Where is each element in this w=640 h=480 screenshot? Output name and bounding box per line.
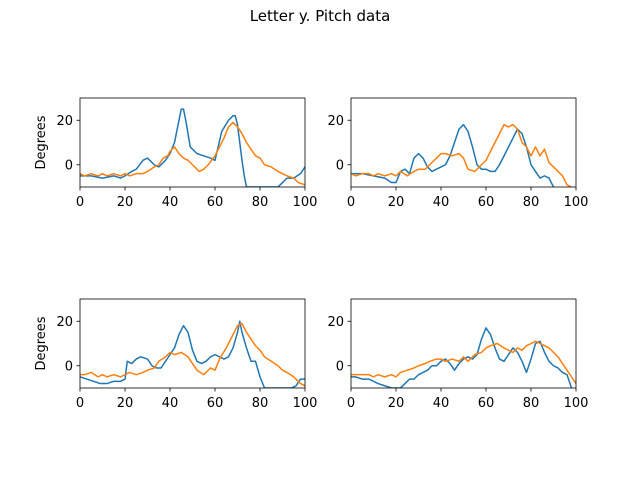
x-tick-label: 0 [76,195,84,210]
axes-frame [79,298,306,389]
y-tick-label: 20 [56,114,73,129]
figure-title: Letter y. Pitch data [250,7,391,25]
x-tick-label: 40 [433,396,450,411]
series-line-2 [80,322,305,387]
series-line-2 [351,340,576,384]
y-axis-label: Degrees [34,115,49,169]
x-tick-label: 0 [76,396,84,411]
y-tick-label: 0 [336,158,344,173]
x-tick-label: 80 [523,396,540,411]
y-tick-label: 0 [65,158,73,173]
x-tick-label: 100 [564,195,589,210]
x-tick-label: 0 [347,396,355,411]
subplot-1: 0 20 40 60 80 100 0 20 Degrees [34,97,318,210]
x-tick-label: 40 [162,195,179,210]
x-tick-label: 40 [162,396,179,411]
x-tick-label: 20 [388,195,405,210]
x-tick-label: 20 [388,396,405,411]
y-tick-label: 20 [327,315,344,330]
x-tick-label: 100 [293,195,318,210]
y-tick-label: 20 [327,114,344,129]
series-line-2 [351,123,572,187]
x-tick-label: 80 [523,195,540,210]
series-line-1 [351,327,573,388]
series-line-1 [80,108,305,187]
y-tick-label: 0 [336,359,344,374]
y-axis-label: Degrees [34,316,49,370]
x-tick-label: 60 [478,195,495,210]
series-line-1 [351,123,555,187]
x-tick-label: 40 [433,195,450,210]
x-tick-label: 80 [252,195,269,210]
y-tick-label: 0 [65,359,73,374]
axes-frame [350,97,577,188]
subplot-4: 0 20 40 60 80 100 0 20 [327,298,589,411]
subplot-2: 0 20 40 60 80 100 0 20 [327,97,589,210]
subplot-3: 0 20 40 60 80 100 0 20 Degrees [34,298,318,411]
x-tick-label: 20 [117,195,134,210]
x-tick-label: 60 [478,396,495,411]
x-tick-label: 20 [117,396,134,411]
x-tick-label: 0 [347,195,355,210]
x-tick-label: 100 [293,396,318,411]
subplots-container: 0 20 40 60 80 100 0 20 Degrees 0 20 40 60 80 100 0 20 0 20… [34,97,589,411]
series-line-1 [80,320,305,388]
axes-frame [79,97,306,188]
y-tick-label: 20 [56,315,73,330]
x-tick-label: 80 [252,396,269,411]
x-tick-label: 100 [564,396,589,411]
axes-frame [350,298,577,389]
x-tick-label: 60 [207,396,224,411]
x-tick-label: 60 [207,195,224,210]
series-line-2 [80,121,305,186]
